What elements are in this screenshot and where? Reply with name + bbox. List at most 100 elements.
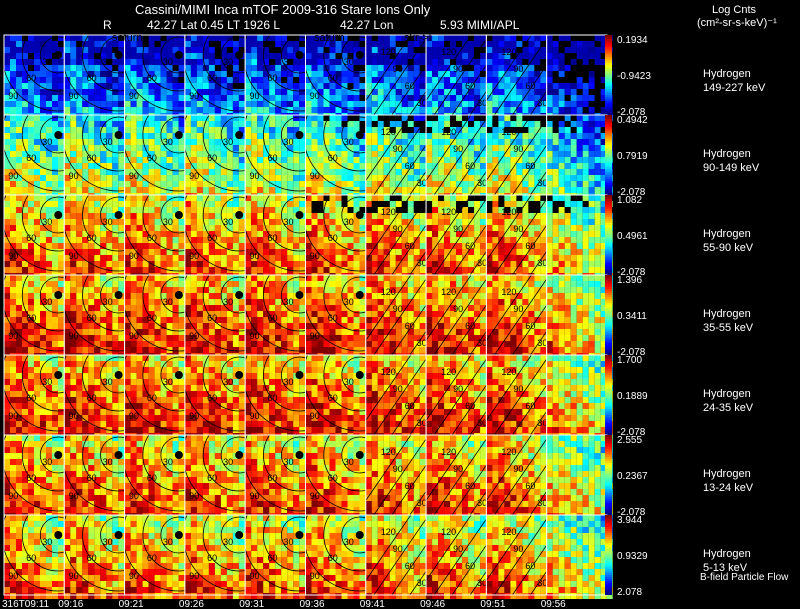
heatmap-pixel (516, 145, 523, 151)
heatmap-pixel (281, 261, 288, 267)
heatmap-pixel (275, 181, 282, 187)
heatmap-pixel (564, 41, 571, 47)
heatmap-pixel (238, 71, 245, 77)
heatmap-pixel (275, 107, 282, 113)
heatmap-pixel (516, 201, 523, 207)
heatmap-pixel (552, 101, 559, 107)
heatmap-pixel (263, 249, 270, 255)
heatmap-pixel (540, 157, 547, 163)
heatmap-pixel (389, 145, 396, 151)
heatmap-pixel (58, 65, 64, 71)
heatmap-pixel (444, 219, 451, 225)
heatmap-pixel (317, 83, 324, 89)
heatmap-pixel (462, 195, 469, 201)
heatmap-pixel (383, 187, 390, 193)
heatmap-pixel (4, 41, 10, 47)
heatmap-pixel (389, 121, 396, 127)
heatmap-pixel (407, 47, 414, 53)
heatmap-pixel (148, 249, 155, 255)
contour-label: 60 (207, 73, 217, 83)
heatmap-pixel (594, 47, 601, 53)
heatmap-pixel (178, 145, 185, 151)
heatmap-pixel (570, 59, 577, 65)
heatmap-pixel (395, 127, 402, 133)
heatmap-pixel (269, 127, 276, 133)
heatmap-pixel (275, 249, 282, 255)
contour-label: 90 (69, 251, 79, 261)
heatmap-pixel (564, 47, 571, 53)
heatmap-pixel (287, 145, 294, 151)
heatmap-pixel (136, 107, 143, 113)
heatmap-pixel (226, 101, 233, 107)
heatmap-pixel (220, 133, 227, 139)
heatmap-pixel (46, 249, 52, 255)
heatmap-pixel (166, 65, 173, 71)
heatmap-pixel (40, 89, 46, 95)
heatmap-pixel (540, 219, 547, 225)
heatmap-pixel (148, 65, 155, 71)
heatmap-pixel (486, 95, 493, 101)
heatmap-pixel (305, 207, 312, 213)
heatmap-pixel (178, 243, 185, 249)
heatmap-pixel (504, 139, 511, 145)
contour-line (142, 195, 185, 252)
heatmap-pixel (341, 133, 348, 139)
contour-line (451, 64, 487, 115)
heatmap-pixel (166, 151, 173, 157)
heatmap-pixel (226, 77, 233, 83)
heatmap-pixel (407, 219, 414, 225)
heatmap-pixel (178, 261, 185, 267)
heatmap-pixel (178, 187, 185, 193)
heatmap-pixel (202, 207, 209, 213)
heatmap-pixel (100, 195, 107, 201)
heatmap-pixel (522, 157, 529, 163)
heatmap-pixel (220, 59, 227, 65)
heatmap-pixel (468, 181, 475, 187)
heatmap-pixel (112, 219, 119, 225)
heatmap-pixel (118, 41, 125, 47)
heatmap-pixel (462, 169, 469, 175)
heatmap-pixel (456, 77, 463, 83)
heatmap-pixel (257, 181, 264, 187)
heatmap-pixel (564, 231, 571, 237)
heatmap-pixel (130, 107, 137, 113)
heatmap-pixel (528, 201, 535, 207)
heatmap-pixel (419, 77, 426, 83)
heatmap-pixel (82, 181, 89, 187)
heatmap-pixel (305, 77, 312, 83)
contour-label: 60 (465, 241, 475, 251)
heatmap-pixel (534, 175, 541, 181)
heatmap-pixel (438, 47, 445, 53)
contour-label: 30 (223, 57, 233, 67)
heatmap-pixel (395, 47, 402, 53)
heatmap-pixel (226, 255, 233, 261)
heatmap-pixel (426, 95, 433, 101)
heatmap-pixel (275, 95, 282, 101)
heatmap-pixel (371, 195, 378, 201)
heatmap-pixel (498, 207, 505, 213)
heatmap-pixel (594, 41, 601, 47)
heatmap-pixel (456, 213, 463, 219)
heatmap-pixel (184, 89, 191, 95)
heatmap-pixel (305, 107, 312, 113)
heatmap-pixel (28, 95, 34, 101)
heatmap-pixel (450, 201, 457, 207)
heatmap-pixel (52, 249, 58, 255)
heatmap-pixel (4, 101, 10, 107)
heatmap-pixel (22, 115, 28, 121)
heatmap-pixel (347, 35, 354, 41)
heatmap-pixel (600, 77, 607, 83)
heatmap-pixel (263, 35, 270, 41)
heatmap-pixel (275, 83, 282, 89)
heatmap-pixel (426, 175, 433, 181)
heatmap-pixel (172, 175, 179, 181)
heatmap-pixel (546, 47, 553, 53)
colorbar-segment (605, 197, 612, 199)
heatmap-pixel (82, 243, 89, 249)
heatmap-pixel (88, 237, 95, 243)
heatmap-pixel (419, 139, 426, 145)
heatmap-pixel (184, 127, 191, 133)
heatmap-pixel (432, 41, 439, 47)
heatmap-pixel (202, 53, 209, 59)
